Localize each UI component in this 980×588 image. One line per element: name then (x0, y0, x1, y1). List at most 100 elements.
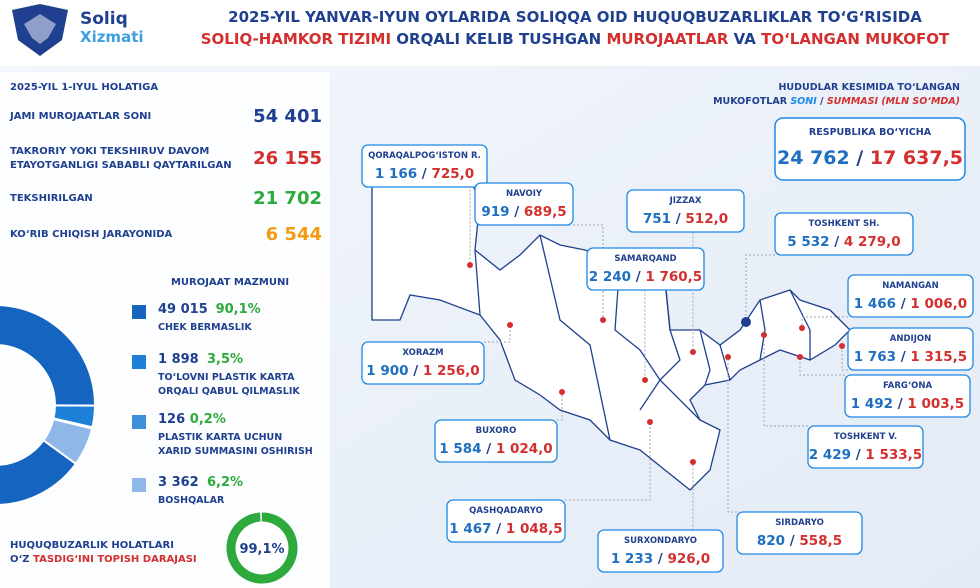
region-dot (761, 332, 767, 338)
region-sum: 1 024,0 (496, 441, 553, 457)
confirm-label: HUQUQBUZARLIK HOLATLARI (10, 540, 174, 551)
region-name: QASHQADARYO (469, 506, 543, 516)
region-name: BUXORO (476, 426, 517, 436)
region-count: 1 492 (851, 396, 893, 412)
region-box (736, 511, 863, 555)
topic-count: 1 898 (158, 352, 199, 367)
region-values: 5 532 / 4 279,0 (787, 234, 900, 250)
title-part: ORQALI KELIB TUSHGAN (391, 30, 606, 48)
region-values: 1 233 / 926,0 (611, 551, 710, 567)
region-box (774, 212, 914, 256)
title: SOLIQ-HAMKOR TIZIMI ORQALI KELIB TUSHGAN… (201, 30, 950, 48)
summary-value: 21 702 (253, 188, 322, 209)
topic-label: BOSHQALAR (158, 495, 225, 506)
confirm-part: O‘Z (10, 554, 33, 565)
republic-box (774, 117, 966, 181)
region-values: 1 900 / 1 256,0 (366, 363, 479, 379)
region-name: XORAZM (402, 348, 443, 358)
republic-sum: 17 637,5 (870, 147, 963, 169)
region-name: NAVOIY (506, 189, 543, 199)
region-dot (600, 317, 606, 323)
region-box (807, 425, 924, 469)
confirm-part: TASDIG‘INI TOPISH DARAJASI (33, 554, 197, 565)
region-box (847, 327, 974, 371)
ring-label: 99,1% (239, 542, 284, 557)
region-name: TOSHKENT SH. (809, 219, 880, 229)
leader-line (841, 346, 848, 371)
region-count: 1 233 (611, 551, 653, 567)
leader-line (763, 335, 808, 427)
region-count: 2 429 (809, 447, 851, 463)
confirm-label: O‘Z TASDIG‘INI TOPISH DARAJASI (10, 554, 197, 565)
region-border (474, 234, 811, 441)
logo-text: Xizmati (80, 28, 144, 46)
region-count: 1 584 (439, 441, 481, 457)
topic-percent: 6,2% (207, 475, 243, 490)
donut-segment (42, 417, 94, 466)
region-sum: 512,0 (685, 211, 728, 227)
region-sum: 926,0 (667, 551, 710, 567)
region-sum: 1 533,5 (865, 447, 922, 463)
region-dot (642, 377, 648, 383)
region-count: 1 467 (449, 521, 491, 537)
region-sum: 689,5 (524, 204, 567, 220)
topic-label: ORQALI QABUL QILMASLIK (158, 386, 300, 397)
summary-label: TEKSHIRILGAN (10, 193, 93, 204)
region-values: 2 429 / 1 533,5 (809, 447, 922, 463)
region-sum: 1 760,5 (645, 269, 702, 285)
leader-line (799, 357, 845, 376)
separator: / (851, 447, 865, 463)
region-box (586, 247, 705, 291)
region-name: SURXONDARYO (624, 536, 697, 546)
region-sum: 1 315,5 (910, 349, 967, 365)
map (371, 179, 851, 491)
separator: / (893, 396, 907, 412)
region-dot (467, 262, 473, 268)
leader-line (745, 254, 775, 322)
region-name: NAMANGAN (882, 281, 939, 291)
region-dot (741, 317, 751, 327)
summary-label: KO‘RIB CHIQISH JARAYONIDA (10, 229, 173, 240)
region-name: SAMARQAND (614, 254, 676, 264)
topics-title: MUROJAAT MAZMUNI (171, 277, 289, 288)
region-sum: 1 048,5 (506, 521, 563, 537)
region-count: 1 900 (366, 363, 408, 379)
region-box (434, 419, 558, 463)
leader-line (727, 357, 737, 513)
leader-line (565, 422, 651, 501)
country-outline (371, 179, 851, 491)
separator: / (409, 363, 423, 379)
region-name: JIZZAX (669, 196, 702, 206)
region-sum: 1 256,0 (423, 363, 480, 379)
topic-label: XARID SUMMASINI OSHIRISH (158, 446, 313, 457)
region-values: 1 584 / 1 024,0 (439, 441, 552, 457)
region-count: 1 466 (854, 296, 896, 312)
separator: / (631, 269, 645, 285)
logo-text: Soliq (80, 9, 128, 29)
summary-label: JAMI MUROJAATLAR SONI (9, 111, 151, 122)
region-dot (647, 419, 653, 425)
separator: / (896, 296, 910, 312)
region-values: 1 492 / 1 003,5 (851, 396, 964, 412)
topic-count: 49 015 (158, 302, 208, 317)
region-values: 820 / 558,5 (757, 533, 842, 549)
logo-emblem-inner (24, 14, 56, 44)
separator: / (510, 204, 524, 220)
region-count: 919 (481, 204, 509, 220)
header-bar (0, 0, 980, 66)
region-values: 1 763 / 1 315,5 (854, 349, 967, 365)
region-name: SIRDARYO (775, 518, 824, 528)
region-dot (690, 459, 696, 465)
region-dot (507, 322, 513, 328)
region-dot (799, 325, 805, 331)
leader-line (484, 325, 511, 343)
separator: / (830, 234, 844, 250)
region-dot (839, 343, 845, 349)
region-values: 1 166 / 725,0 (375, 166, 474, 182)
summary-value: 54 401 (253, 106, 322, 127)
title: 2025-YIL YANVAR-IYUN OYLARIDA SOLIQQA OI… (228, 8, 922, 26)
leader-line (801, 316, 848, 328)
leader-line (644, 289, 646, 380)
republic-name: RESPUBLIKA BO‘YICHA (809, 127, 932, 138)
republic-count: 24 762 (777, 147, 850, 169)
